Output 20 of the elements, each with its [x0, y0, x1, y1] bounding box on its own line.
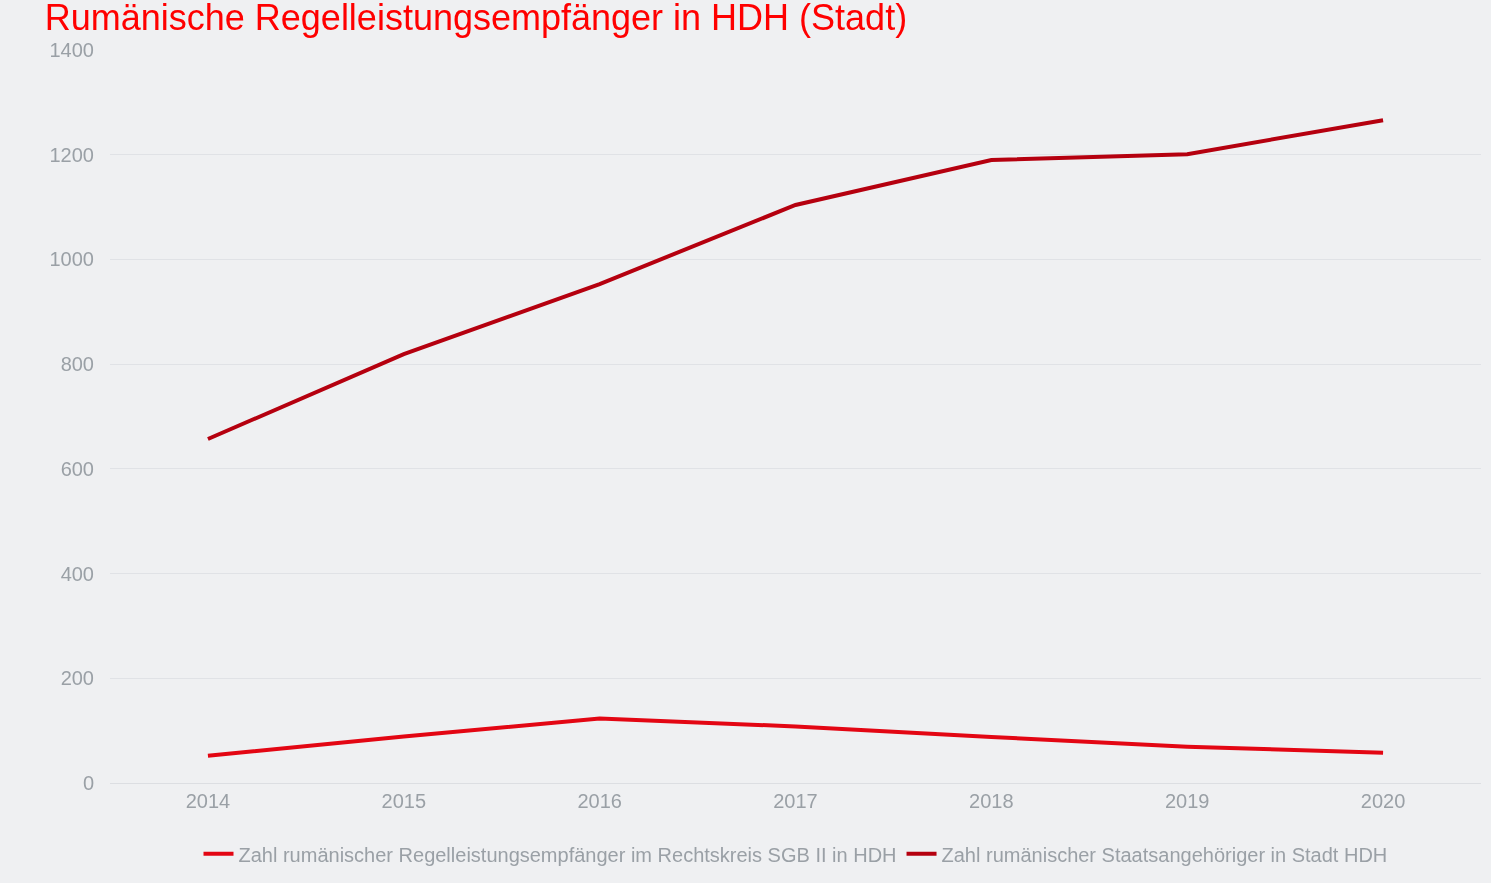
chart-title: Rumänische Regelleistungsempfänger in HDH (Stadt) [44, 0, 908, 38]
y-tick-label: 800 [60, 353, 94, 376]
x-tick-label: 2018 [969, 790, 1014, 812]
x-tick-label: 2020 [1360, 790, 1406, 812]
y-tick-label: 1200 [49, 143, 94, 166]
y-tick-label: 1400 [49, 39, 94, 61]
legend-label: Zahl rumänischer Staatsangehöriger in Stadt HDH [941, 843, 1388, 866]
x-tick-label: 2014 [185, 790, 231, 812]
y-tick-label: 0 [82, 772, 94, 794]
x-tick-label: 2016 [577, 790, 622, 812]
y-tick-label: 600 [60, 457, 94, 480]
x-tick-label: 2015 [381, 790, 427, 812]
line-series [205, 716, 1386, 758]
x-tick-label: 2017 [773, 790, 818, 812]
y-tick-label: 200 [60, 667, 94, 690]
y-tick-label: 400 [60, 562, 94, 585]
legend-label: Zahl rumänischer Regelleistungsempfänger im Rechtskreis SGB II in HDH [238, 843, 897, 866]
line-series [205, 118, 1386, 442]
x-tick-label: 2019 [1164, 790, 1210, 812]
y-tick-label: 1000 [49, 248, 94, 271]
